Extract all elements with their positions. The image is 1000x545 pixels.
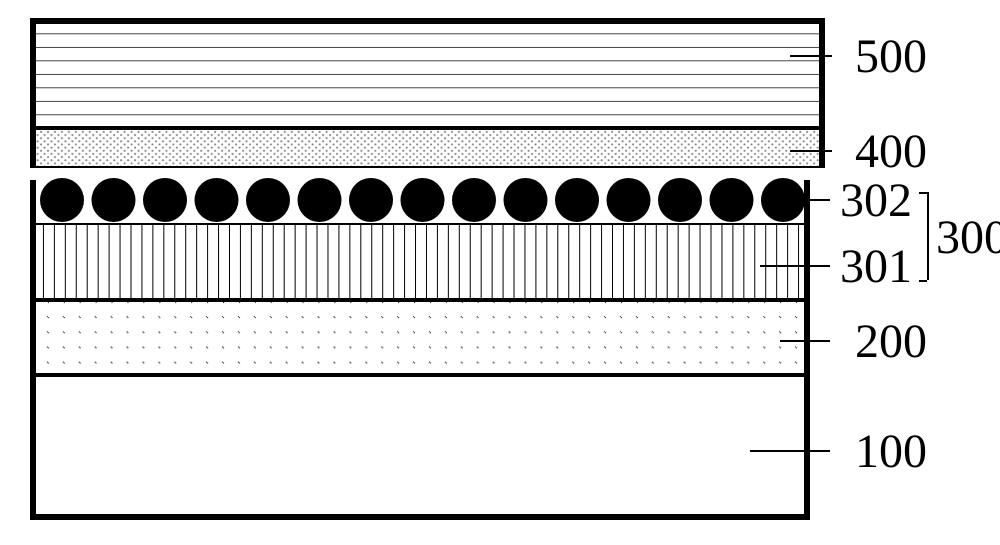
label-L300: 300	[936, 214, 1000, 262]
bracket-L300-v	[927, 192, 929, 280]
layer-L500	[30, 18, 825, 128]
label-L400: 400	[855, 128, 927, 176]
bracket-L300-b	[919, 280, 927, 282]
label-L500: 500	[855, 33, 927, 81]
diagram-stage: 100 200 301302 400 500300	[0, 0, 1000, 545]
bracket-L300-t	[919, 192, 927, 194]
leader-L400	[790, 150, 832, 152]
layer-L400	[30, 128, 825, 168]
leader-L500	[790, 55, 832, 57]
label-L302: 302	[840, 177, 912, 225]
leader-L302	[810, 199, 830, 201]
